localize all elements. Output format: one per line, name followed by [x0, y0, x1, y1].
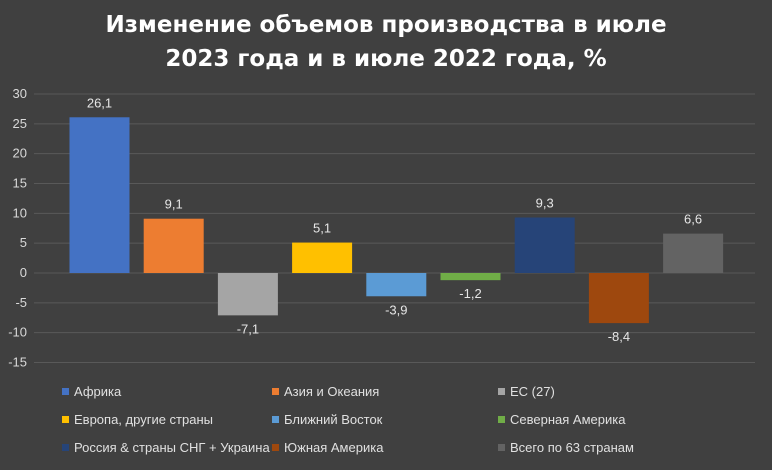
data-label: 5,1	[313, 221, 331, 236]
chart-title: Изменение объемов производства в июле 20…	[0, 8, 772, 76]
legend-item: Европа, другие страны	[62, 410, 272, 428]
bar	[440, 273, 501, 281]
data-label: 26,1	[87, 95, 112, 110]
y-tick-label: -15	[8, 355, 27, 370]
legend-label: Африка	[74, 383, 122, 399]
legend-swatch	[498, 443, 505, 451]
data-label: -1,2	[459, 286, 481, 301]
data-label: 6,6	[684, 212, 702, 227]
y-tick-label: 10	[13, 205, 27, 220]
y-tick-label: 15	[13, 176, 27, 191]
bar	[366, 273, 427, 297]
legend-label: Северная Америка	[510, 411, 626, 427]
y-tick-label: 5	[20, 235, 27, 250]
legend-item: Всего по 63 странам	[498, 438, 728, 456]
y-tick-label: -10	[8, 325, 27, 340]
bar	[663, 233, 724, 273]
legend-swatch	[498, 415, 505, 423]
y-tick-label: 30	[13, 86, 27, 101]
y-tick-label: -5	[15, 295, 27, 310]
legend-item: Южная Америка	[272, 438, 498, 456]
legend-swatch	[62, 443, 69, 451]
legend-swatch	[62, 387, 69, 395]
legend-swatch	[272, 443, 279, 451]
data-label: 9,1	[165, 197, 183, 212]
legend-swatch	[498, 387, 505, 395]
legend-swatch	[272, 415, 279, 423]
y-tick-label: 20	[13, 146, 27, 161]
legend-item: Россия & страны СНГ + Украина	[62, 438, 272, 456]
legend-label: Ближний Восток	[284, 411, 383, 427]
legend-item: ЕС (27)	[498, 382, 728, 400]
bar	[143, 218, 204, 273]
chart-title-line2: 2023 года и в июле 2022 года, %	[165, 46, 607, 72]
legend-item: Северная Америка	[498, 410, 728, 428]
legend-item: Азия и Океания	[272, 382, 498, 400]
legend-label: ЕС (27)	[510, 383, 555, 399]
legend-item: Африка	[62, 382, 272, 400]
bar	[292, 242, 353, 273]
y-tick-label: 25	[13, 116, 27, 131]
legend-swatch	[62, 415, 69, 423]
chart-title-line1: Изменение объемов производства в июле	[105, 12, 667, 38]
bar	[217, 273, 278, 316]
bar	[69, 117, 130, 274]
legend-label: Южная Америка	[284, 439, 384, 455]
legend-label: Азия и Океания	[284, 383, 380, 399]
bar	[588, 273, 649, 324]
legend-swatch	[272, 387, 279, 395]
legend-label: Россия & страны СНГ + Украина	[74, 439, 270, 455]
data-label: 9,3	[536, 196, 554, 211]
chart-legend: Африка Азия и Океания ЕС (27) Европа, други…	[62, 382, 762, 456]
data-label: -8,4	[608, 329, 630, 344]
data-label: -3,9	[385, 302, 407, 317]
legend-label: Всего по 63 странам	[510, 439, 634, 455]
bar	[514, 217, 575, 273]
bar-chart-plot: 30 25 20 15 10 5 0 -5 -10 -15 26,1 9,1 -7,1 5,1 -3,9 -1…	[8, 86, 755, 370]
data-label: -7,1	[237, 321, 259, 336]
legend-item: Ближний Восток	[272, 410, 498, 428]
legend-label: Европа, другие страны	[74, 411, 213, 427]
y-tick-label: 0	[20, 265, 27, 280]
